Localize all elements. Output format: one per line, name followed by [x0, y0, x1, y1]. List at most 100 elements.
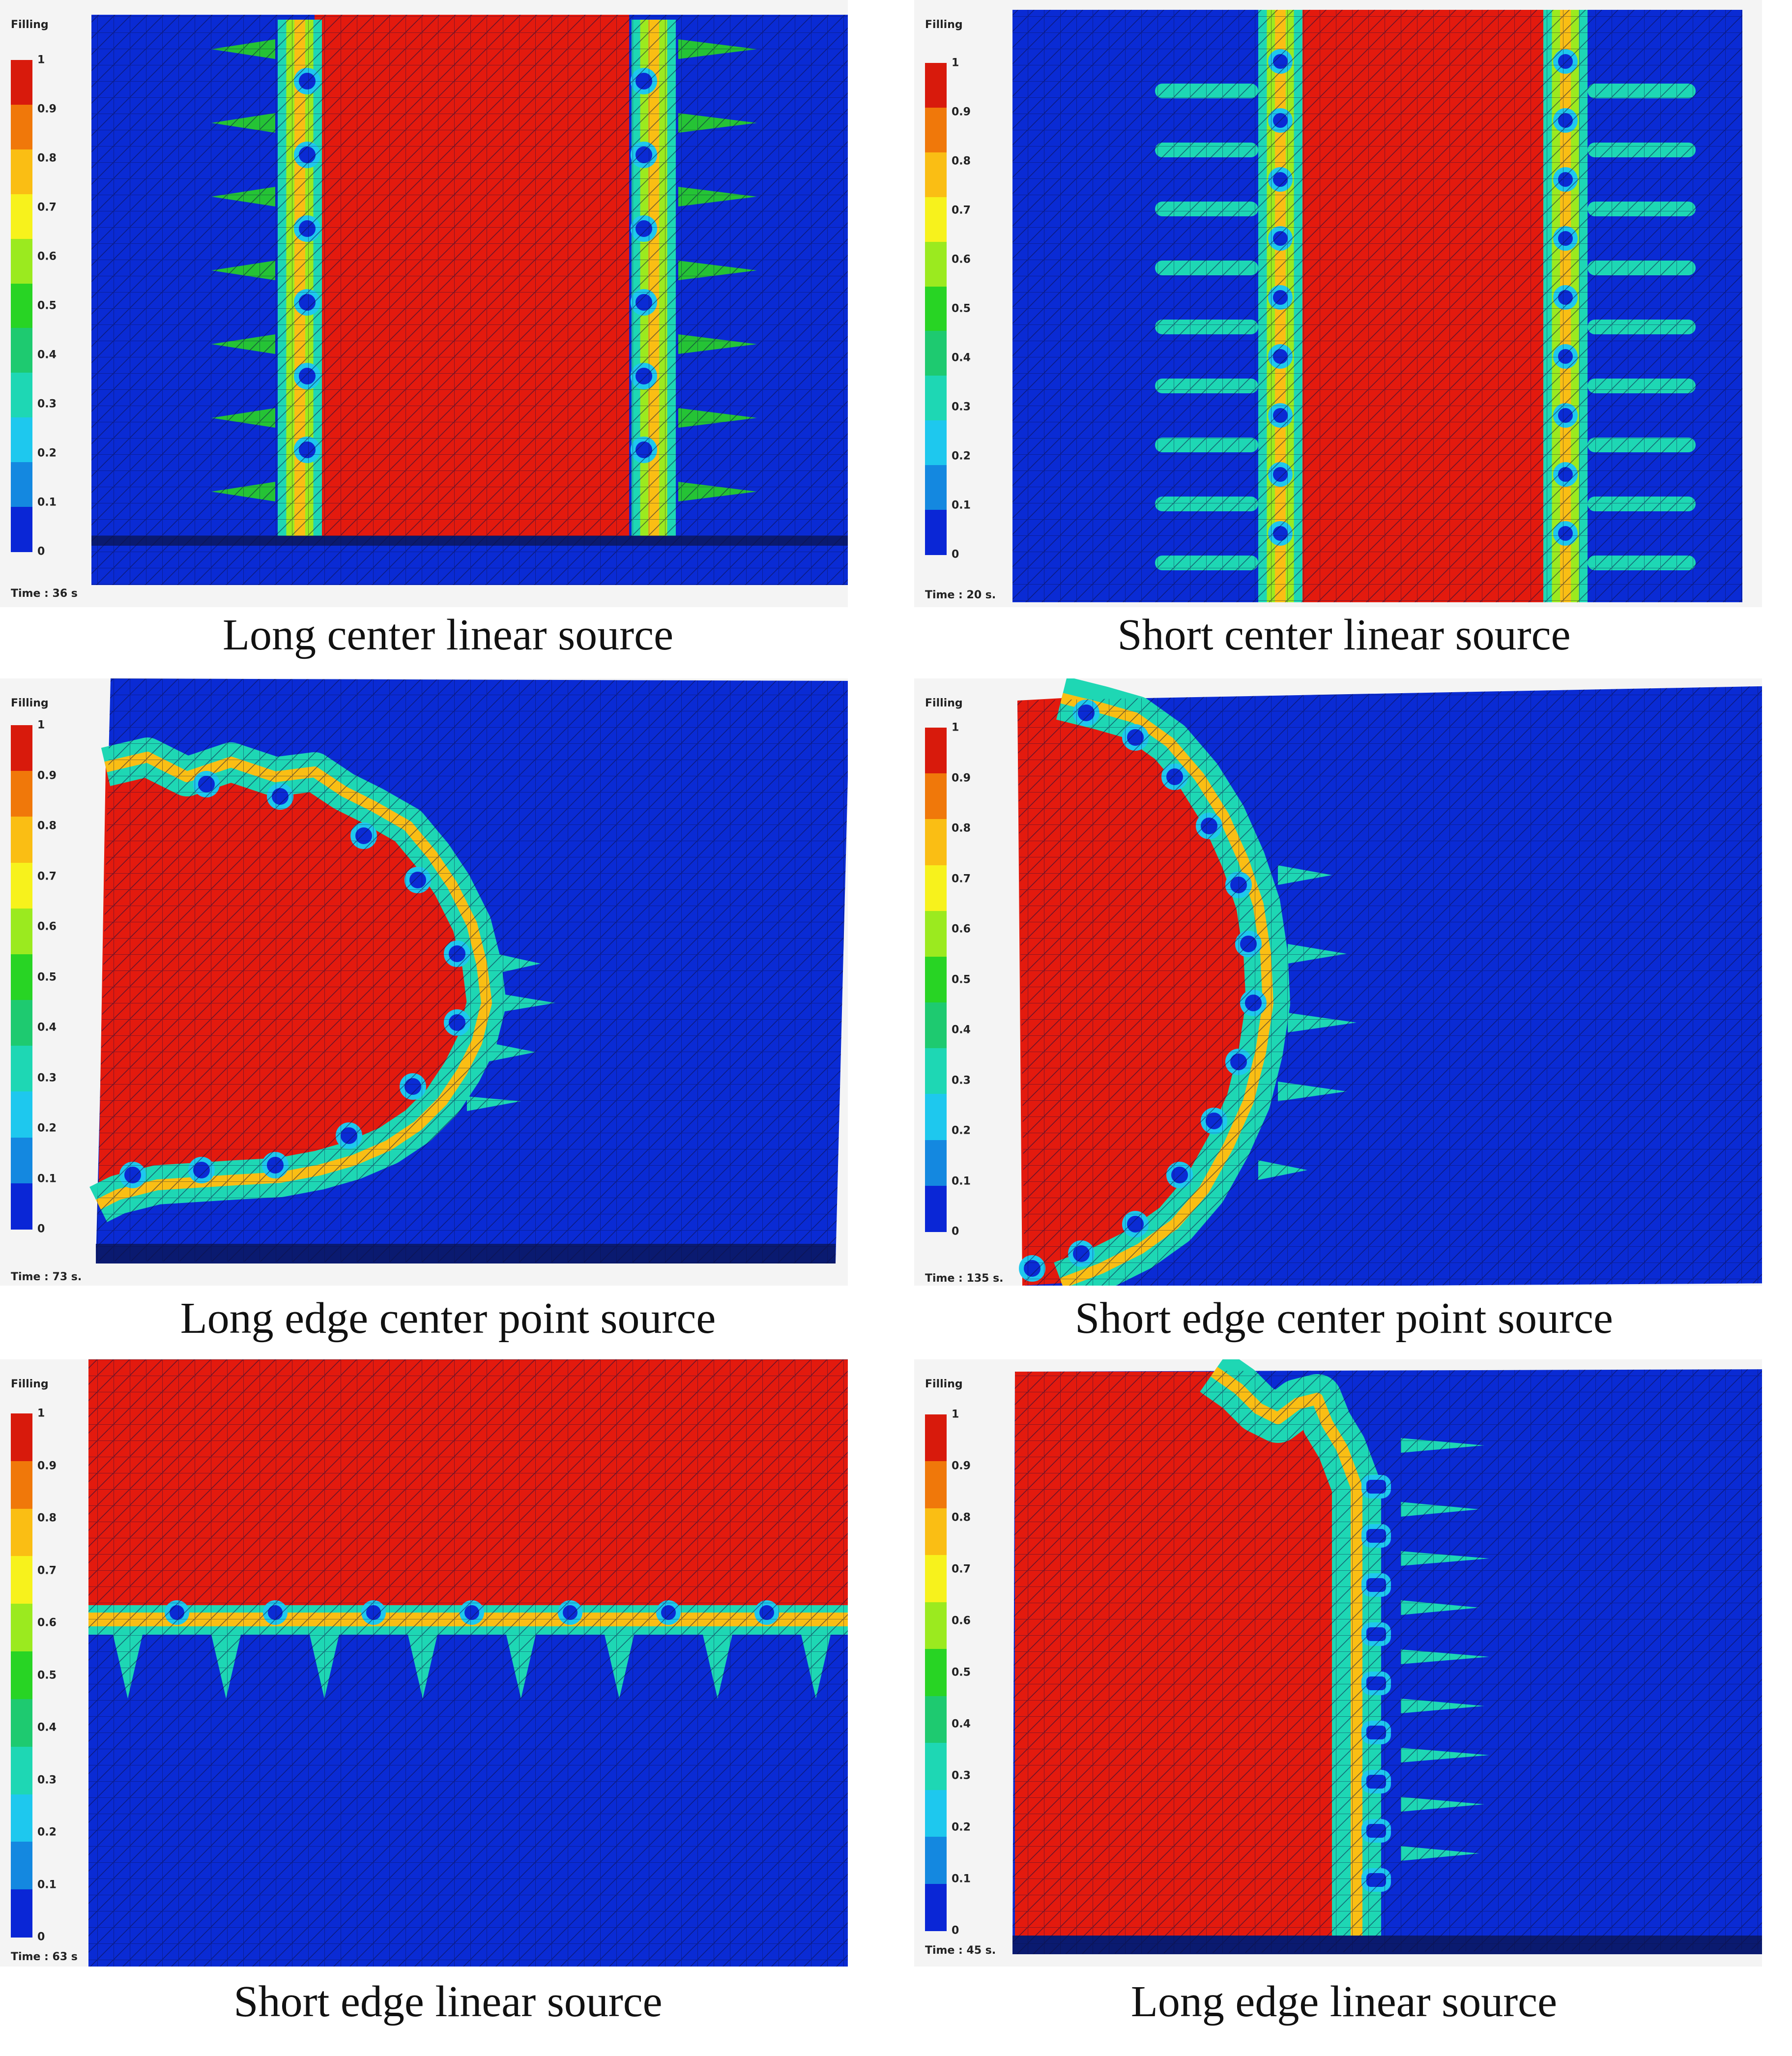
- legend-tick-label: 1: [952, 1408, 959, 1421]
- legend-swatch: [925, 63, 947, 108]
- legend-tick-label: 0.6: [37, 920, 57, 933]
- legend-swatch: [11, 1699, 32, 1747]
- legend-tick-label: 0.5: [952, 302, 971, 315]
- legend-swatch: [11, 1889, 32, 1938]
- legend-swatch: [11, 1508, 32, 1557]
- simulation-view: [1017, 678, 1762, 1286]
- legend-tick-label: 0: [37, 1223, 45, 1235]
- legend-swatch: [11, 149, 32, 195]
- legend-swatch: [925, 331, 947, 377]
- legend-tick-label: 0.2: [952, 1124, 971, 1137]
- legend-tick-label: 0: [952, 548, 959, 561]
- legend-tick-label: 0.3: [952, 1074, 971, 1087]
- legend-tick-label: 0.4: [952, 352, 971, 364]
- legend-swatch: [925, 107, 947, 153]
- legend-swatch: [11, 954, 32, 1001]
- legend-swatch: [11, 908, 32, 955]
- legend-tick-label: 0.8: [952, 1511, 971, 1524]
- legend-tick-label: 0.5: [37, 971, 57, 983]
- simulation-view: [1012, 10, 1742, 602]
- legend-swatch: [11, 373, 32, 418]
- legend-tick-label: 0.5: [952, 973, 971, 986]
- legend-swatch: [11, 1091, 32, 1138]
- legend-tick-label: 0.5: [952, 1666, 971, 1679]
- legend-swatch: [11, 283, 32, 329]
- legend-title: Filling: [11, 1378, 49, 1390]
- time-label: Time : 135 s.: [925, 1272, 1004, 1285]
- legend-swatch: [11, 238, 32, 284]
- panel-long-edge-center-point: Filling Time : 73 s. 1 0.9 0.8 0.7 0.6 0.5 0.4…: [0, 678, 848, 1286]
- panel-short-edge-linear: Filling Time : 63 s 1 0.9 0.8 0.7 0.6 0.5 0.4 0…: [0, 1359, 848, 1967]
- color-legend: [925, 728, 947, 1232]
- legend-swatch: [925, 1555, 947, 1603]
- legend-tick-label: 0: [37, 1931, 45, 1943]
- legend-swatch: [11, 1461, 32, 1509]
- legend-tick-label: 0.7: [952, 1563, 971, 1576]
- legend-swatch: [11, 194, 32, 239]
- legend-swatch: [11, 725, 32, 772]
- legend-tick-label: 1: [37, 719, 45, 732]
- legend-swatch: [11, 507, 32, 552]
- legend-swatch: [925, 956, 947, 1003]
- legend-tick-label: 0.8: [37, 820, 57, 832]
- legend-tick-label: 0.3: [952, 401, 971, 413]
- legend-swatch: [925, 911, 947, 957]
- legend-swatch: [925, 376, 947, 421]
- time-label: Time : 20 s.: [925, 589, 996, 601]
- legend-swatch: [925, 1094, 947, 1141]
- legend-swatch: [925, 819, 947, 866]
- legend-swatch: [11, 1183, 32, 1230]
- legend-title: Filling: [925, 1378, 963, 1390]
- legend-swatch: [11, 417, 32, 463]
- legend-swatch: [925, 1696, 947, 1744]
- legend-swatch: [11, 1794, 32, 1843]
- legend-tick-label: 0.6: [952, 253, 971, 266]
- legend-tick-label: 0.6: [37, 250, 57, 263]
- panel-short-center-linear: Filling: [914, 0, 1762, 607]
- caption-long-center-linear: Long center linear source: [222, 611, 674, 659]
- color-legend: [925, 1414, 947, 1931]
- legend-tick-label: 0.7: [37, 201, 57, 214]
- legend-tick-label: 0.9: [952, 1460, 971, 1472]
- legend-tick-label: 1: [37, 1407, 45, 1420]
- legend-swatch: [925, 773, 947, 820]
- legend-tick-label: 1: [952, 57, 959, 69]
- legend-swatch: [925, 728, 947, 774]
- panel-long-center-linear: Filling: [0, 0, 848, 607]
- legend-tick-label: 0.9: [37, 103, 57, 116]
- panel-long-edge-linear: Filling Time : 45 s. 1 0.9 0.8 0.7 0.6 0.: [914, 1359, 1762, 1967]
- legend-swatch: [925, 1140, 947, 1186]
- legend-swatch: [925, 1602, 947, 1650]
- legend-tick-label: 0.2: [952, 450, 971, 463]
- legend-tick-label: 0.1: [952, 1873, 971, 1885]
- legend-tick-label: 0.4: [37, 349, 57, 361]
- legend-tick-label: 0.1: [37, 1879, 57, 1891]
- legend-tick-label: 0: [952, 1924, 959, 1937]
- legend-swatch: [925, 510, 947, 555]
- legend-tick-label: 0.8: [952, 155, 971, 168]
- legend-swatch: [11, 1842, 32, 1890]
- legend-tick-label: 0.3: [952, 1769, 971, 1782]
- legend-title: Filling: [925, 697, 963, 709]
- legend-tick-label: 0.2: [952, 1821, 971, 1834]
- legend-swatch: [11, 817, 32, 863]
- legend-tick-label: 0.4: [37, 1021, 57, 1034]
- legend-tick-label: 0.6: [37, 1616, 57, 1629]
- legend-tick-label: 0.7: [37, 1564, 57, 1577]
- legend-tick-label: 0.6: [952, 923, 971, 936]
- legend-swatch: [925, 197, 947, 242]
- caption-short-edge-center-point: Short edge center point source: [1075, 1294, 1613, 1343]
- legend-tick-label: 0.4: [37, 1721, 57, 1734]
- legend-swatch: [925, 1790, 947, 1838]
- legend-tick-label: 0.2: [37, 447, 57, 460]
- legend-tick-label: 0.8: [37, 152, 57, 165]
- legend-tick-label: 0.7: [952, 873, 971, 885]
- legend-swatch: [11, 771, 32, 818]
- legend-tick-label: 0.7: [37, 870, 57, 882]
- legend-tick-label: 1: [37, 54, 45, 66]
- legend-swatch: [925, 1883, 947, 1931]
- legend-tick-label: 0.2: [37, 1826, 57, 1839]
- legend-tick-label: 0.2: [37, 1122, 57, 1135]
- legend-tick-label: 0: [37, 545, 45, 558]
- legend-tick-label: 0.9: [952, 106, 971, 118]
